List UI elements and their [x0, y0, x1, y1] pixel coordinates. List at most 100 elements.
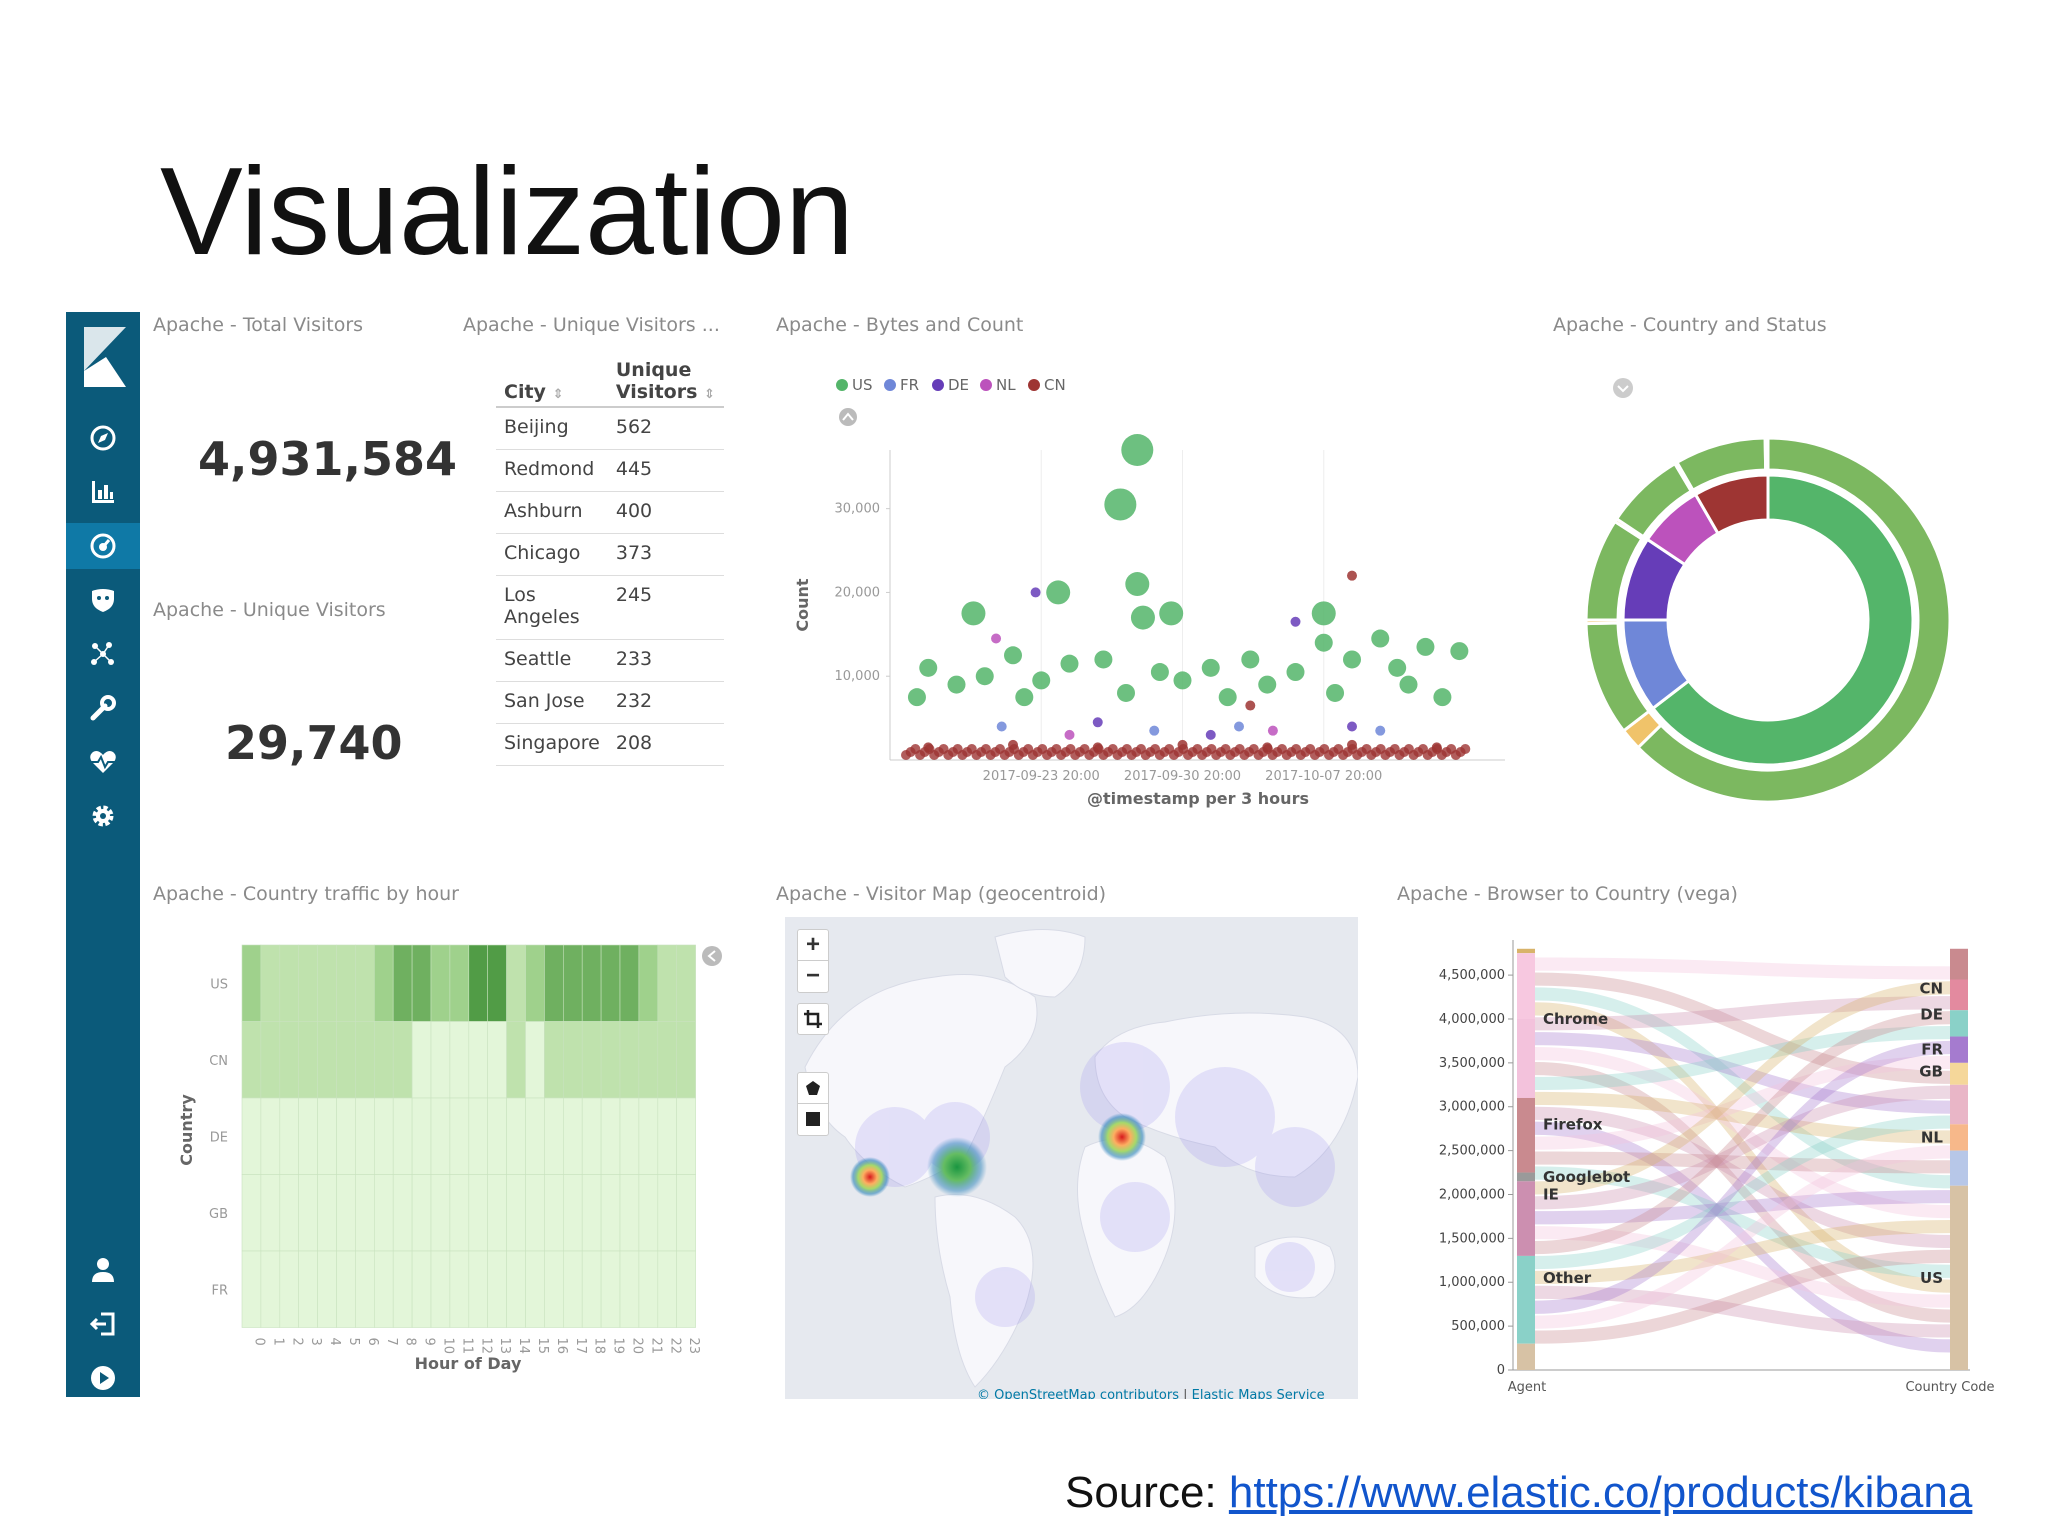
- heatmap-cell[interactable]: [392, 1174, 413, 1252]
- heatmap-cell[interactable]: [374, 944, 394, 1022]
- heatmap-cell[interactable]: [468, 1097, 488, 1175]
- heatmap-cell[interactable]: [241, 1097, 262, 1175]
- sankey-node-country[interactable]: [1950, 948, 1968, 980]
- play-icon[interactable]: [66, 1355, 140, 1401]
- gear-icon[interactable]: [66, 793, 140, 839]
- heatmap-cell[interactable]: [336, 1021, 356, 1099]
- heatmap-cell[interactable]: [449, 1097, 470, 1175]
- heatmap-cell[interactable]: [430, 944, 451, 1022]
- heatmap-cell[interactable]: [657, 1174, 677, 1252]
- heatmap-cell[interactable]: [562, 1021, 583, 1099]
- heatmap-cell[interactable]: [581, 1174, 602, 1252]
- heatmap-cell[interactable]: [298, 1250, 318, 1328]
- heatmap-cell[interactable]: [619, 1097, 640, 1175]
- heatmap-cell[interactable]: [487, 1174, 507, 1252]
- heatmap-cell[interactable]: [506, 1174, 526, 1252]
- sankey-node-country[interactable]: [1950, 979, 1968, 1011]
- heatmap-cell[interactable]: [562, 1174, 583, 1252]
- zoom-out-button[interactable]: −: [805, 962, 820, 989]
- heatmap-cell[interactable]: [638, 1097, 659, 1175]
- heatmap-cell[interactable]: [355, 1250, 375, 1328]
- sankey-node-country[interactable]: [1950, 1124, 1968, 1151]
- heatmap-cell[interactable]: [638, 1021, 659, 1099]
- heatmap-cell[interactable]: [600, 1021, 621, 1099]
- wrench-icon[interactable]: [66, 685, 140, 731]
- heatmap-cell[interactable]: [430, 1174, 451, 1252]
- heatmap-cell[interactable]: [411, 1250, 432, 1328]
- user-icon[interactable]: [66, 1247, 140, 1293]
- heatmap-cell[interactable]: [449, 944, 470, 1022]
- heatmap-cell[interactable]: [487, 1250, 507, 1328]
- sankey-node-agent[interactable]: [1517, 1172, 1535, 1182]
- donut-outer-slice[interactable]: [1763, 436, 1770, 472]
- legend-label-us[interactable]: US: [852, 376, 873, 394]
- legend-dot-fr[interactable]: [884, 379, 896, 391]
- heatmap-cell[interactable]: [260, 1021, 281, 1099]
- heatmap-cell[interactable]: [638, 944, 659, 1022]
- legend-label-cn[interactable]: CN: [1044, 376, 1066, 394]
- heatmap-cell[interactable]: [430, 1021, 451, 1099]
- legend-label-fr[interactable]: FR: [900, 376, 919, 394]
- shield-icon[interactable]: [66, 577, 140, 623]
- heatmap-cell[interactable]: [544, 1021, 564, 1099]
- heatmap-cell[interactable]: [317, 1097, 337, 1175]
- heatmap-cell[interactable]: [638, 1174, 659, 1252]
- legend-dot-de[interactable]: [932, 379, 944, 391]
- heatmap-cell[interactable]: [241, 1021, 262, 1099]
- heatmap-cell[interactable]: [562, 1097, 583, 1175]
- heatmap-cell[interactable]: [468, 1021, 488, 1099]
- heatmap-cell[interactable]: [241, 944, 262, 1022]
- legend-dot-us[interactable]: [836, 379, 848, 391]
- heatmap-cell[interactable]: [279, 944, 300, 1022]
- heatmap-cell[interactable]: [336, 1097, 356, 1175]
- legend-label-de[interactable]: DE: [948, 376, 969, 394]
- collapse-legend-icon[interactable]: [702, 946, 722, 966]
- visitor-map[interactable]: + − © OpenStreetMap contributors | Elast…: [785, 917, 1358, 1399]
- heatmap-cell[interactable]: [581, 1021, 602, 1099]
- heatmap-cell[interactable]: [525, 1250, 545, 1328]
- heatmap-cell[interactable]: [506, 1250, 526, 1328]
- heatmap-cell[interactable]: [487, 944, 507, 1022]
- heatmap-cell[interactable]: [411, 1097, 432, 1175]
- heatmap-cell[interactable]: [600, 1250, 621, 1328]
- heatmap-cell[interactable]: [525, 944, 545, 1022]
- heatmap-cell[interactable]: [449, 1250, 470, 1328]
- sankey-node-agent[interactable]: [1517, 953, 1535, 1019]
- heatmap-cell[interactable]: [506, 1097, 526, 1175]
- graph-icon[interactable]: [66, 631, 140, 677]
- heatmap-cell[interactable]: [355, 1174, 375, 1252]
- column-header-city[interactable]: City ⇕: [496, 356, 608, 408]
- sankey-node-agent[interactable]: [1517, 1343, 1535, 1370]
- heatmap-cell[interactable]: [544, 1097, 564, 1175]
- heatmap-cell[interactable]: [487, 1021, 507, 1099]
- logout-icon[interactable]: [66, 1301, 140, 1347]
- heatmap-cell[interactable]: [676, 1097, 696, 1175]
- compass-icon[interactable]: [66, 415, 140, 461]
- draw-polygon-button[interactable]: [798, 1073, 828, 1104]
- heatmap-cell[interactable]: [544, 1174, 564, 1252]
- heatmap-cell[interactable]: [374, 1097, 394, 1175]
- heatmap-cell[interactable]: [317, 1174, 337, 1252]
- heatmap-cell[interactable]: [657, 1097, 677, 1175]
- collapse-legend-icon[interactable]: [839, 408, 857, 426]
- sankey-node-country[interactable]: [1950, 1010, 1968, 1037]
- heatmap-cell[interactable]: [279, 1250, 300, 1328]
- heatmap-cell[interactable]: [392, 944, 413, 1022]
- heatmap-cell[interactable]: [355, 1097, 375, 1175]
- heatmap-cell[interactable]: [657, 944, 677, 1022]
- donut-outer-slice[interactable]: [1636, 436, 1952, 804]
- heatmap-cell[interactable]: [619, 1174, 640, 1252]
- heatmap-cell[interactable]: [374, 1250, 394, 1328]
- osm-link[interactable]: © OpenStreetMap contributors: [977, 1388, 1179, 1400]
- heatmap-cell[interactable]: [336, 944, 356, 1022]
- heatmap-cell[interactable]: [411, 1174, 432, 1252]
- column-header-unique-visitors[interactable]: Unique Visitors ⇕: [607, 356, 724, 408]
- heatmap-cell[interactable]: [600, 1174, 621, 1252]
- heatmap-cell[interactable]: [600, 1097, 621, 1175]
- sankey-node-country[interactable]: [1950, 1185, 1968, 1370]
- heatmap-cell[interactable]: [506, 1021, 526, 1099]
- heatmap-cell[interactable]: [562, 1250, 583, 1328]
- sankey-node-agent[interactable]: [1517, 1018, 1535, 1098]
- heatmap-cell[interactable]: [392, 1021, 413, 1099]
- heatmap-cell[interactable]: [619, 944, 640, 1022]
